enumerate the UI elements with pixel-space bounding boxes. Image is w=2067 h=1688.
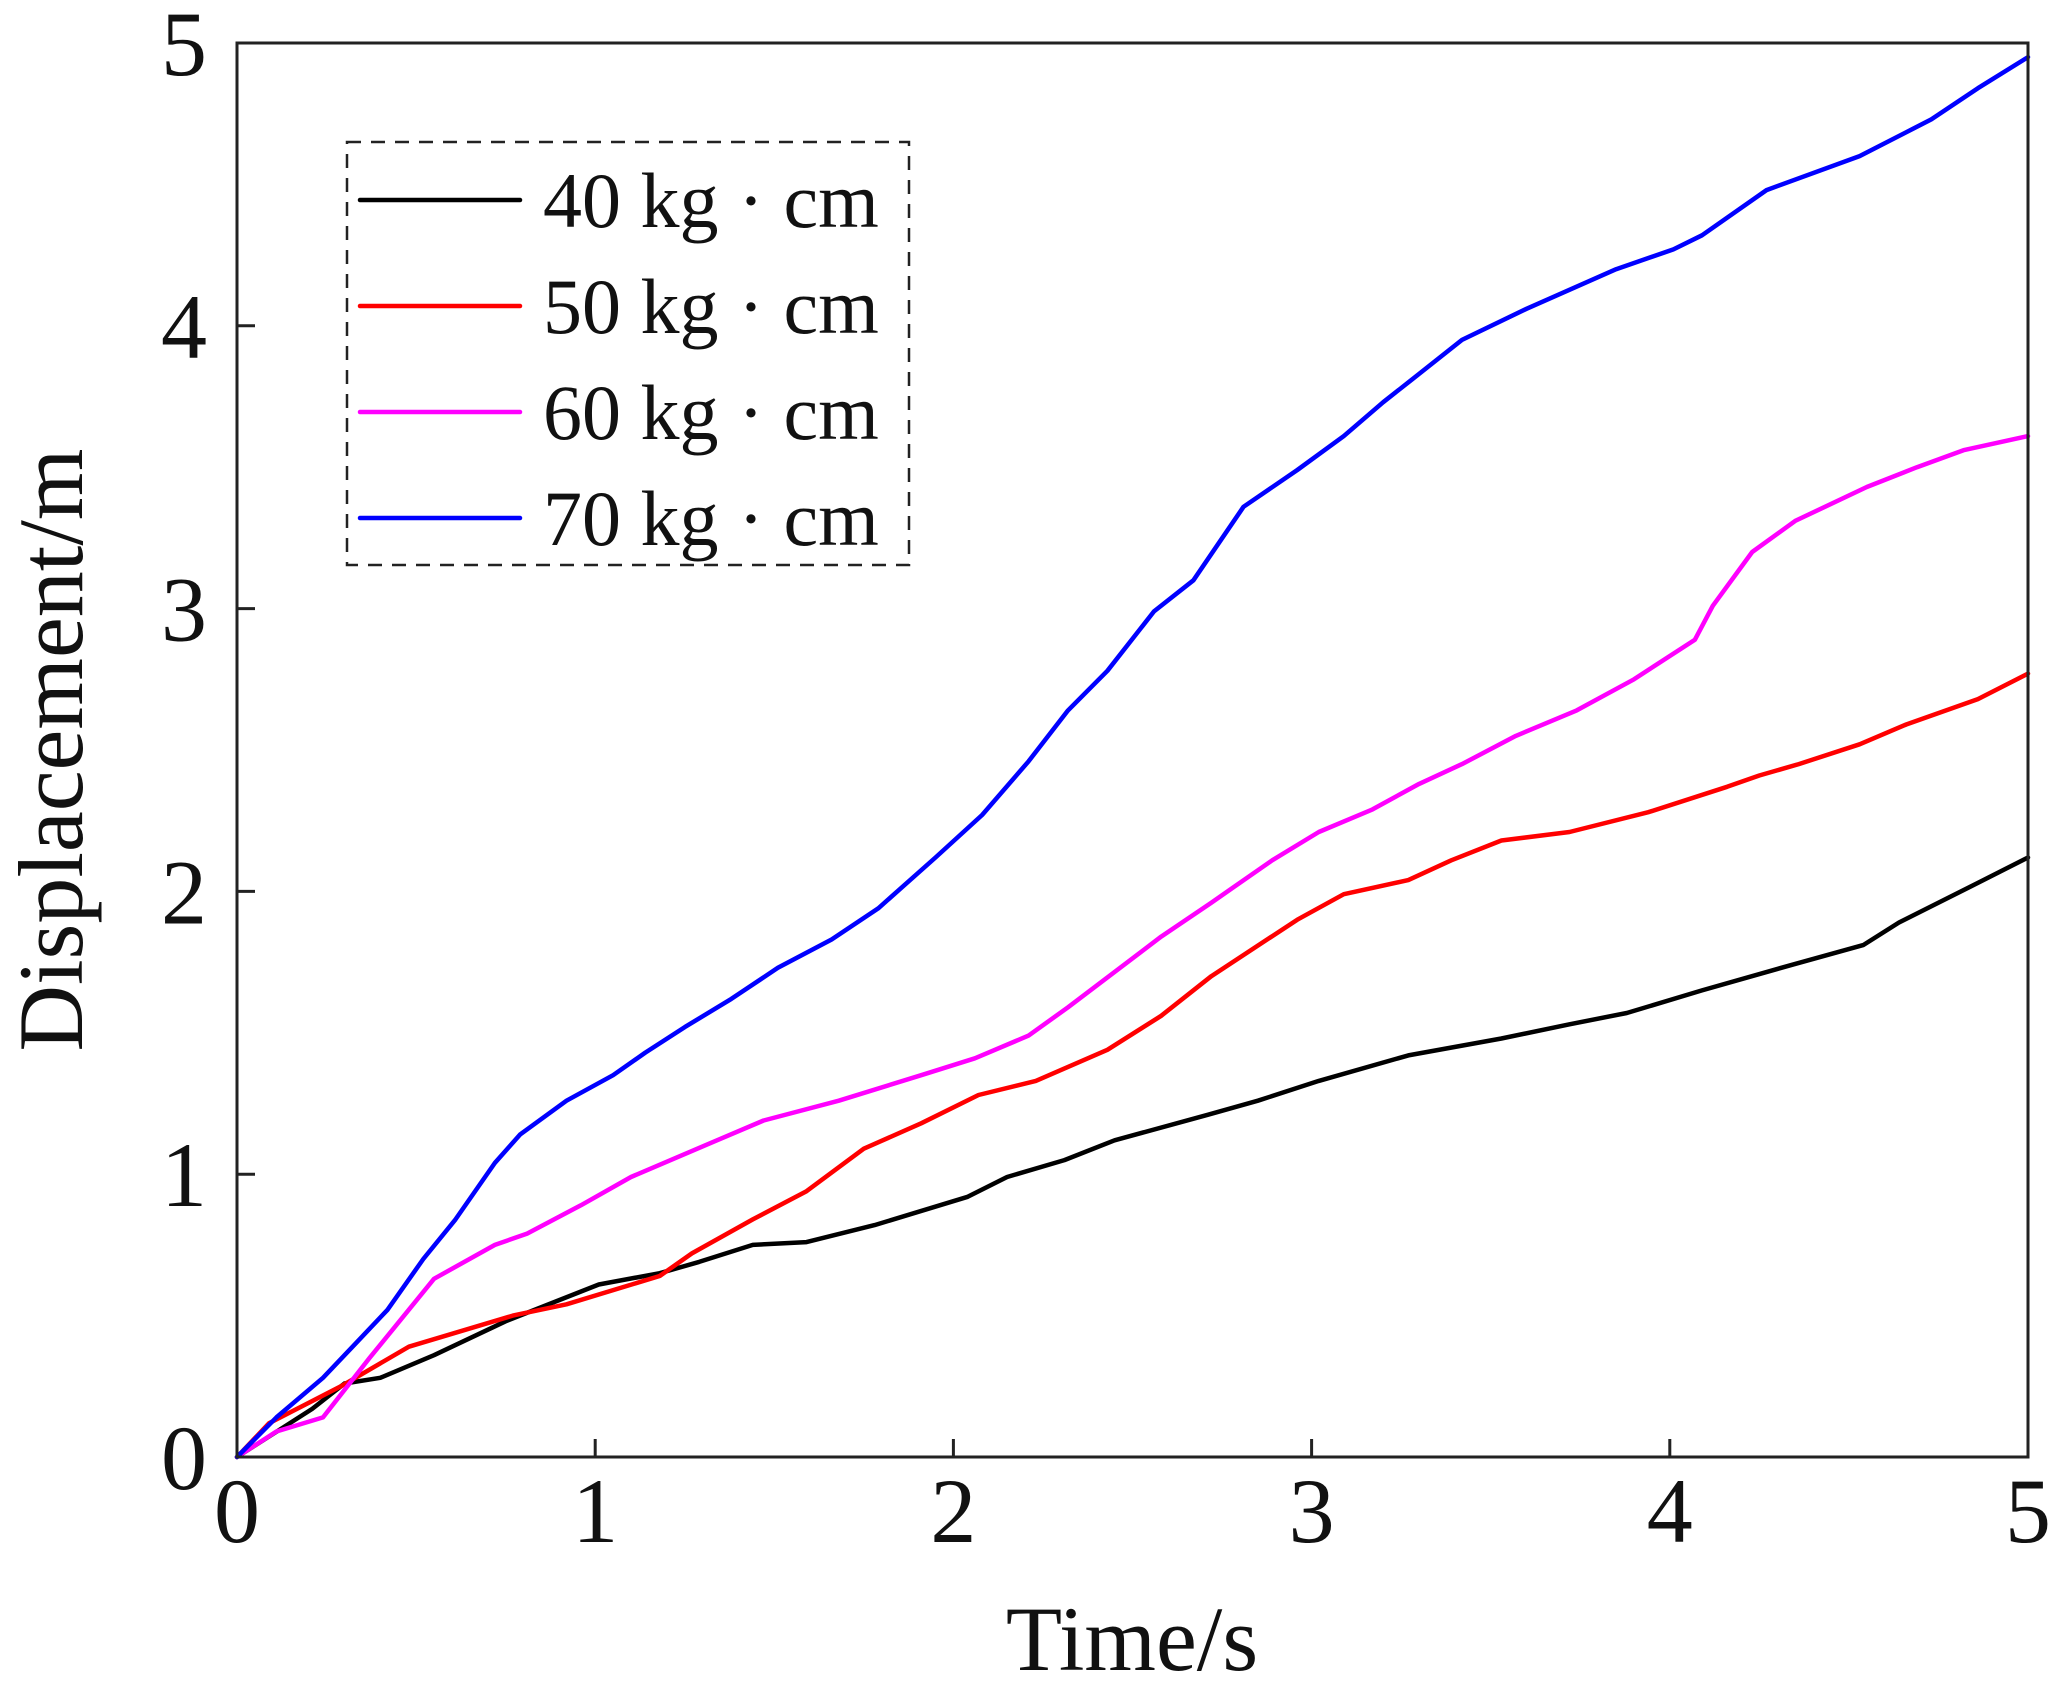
series-line-3 — [234, 54, 2031, 1460]
legend-label: 50 kg · cm — [543, 263, 879, 350]
x-tick-label: 0 — [214, 1460, 260, 1562]
legend-box — [345, 140, 911, 567]
y-axis-title: Displacement/m — [0, 449, 102, 1052]
y-tick-label: 4 — [161, 276, 207, 378]
series-layer — [234, 54, 2031, 1460]
x-axis-title: Time/s — [1006, 1588, 1258, 1688]
plot-frame — [235, 41, 2030, 1459]
y-tick-label: 2 — [161, 841, 207, 943]
series-line-0 — [234, 855, 2031, 1460]
series-line-2 — [234, 433, 2031, 1460]
legend-label: 70 kg · cm — [543, 475, 879, 562]
x-tick-labels: 0 1 2 3 4 5 — [214, 1460, 2051, 1562]
legend: 40 kg · cm 50 kg · cm 60 kg · cm 70 kg · cm — [345, 140, 911, 567]
y-tick-labels: 0 1 2 3 4 5 — [161, 0, 207, 1509]
x-tick-label: 5 — [2005, 1460, 2051, 1562]
x-tick-label: 1 — [572, 1460, 618, 1562]
legend-entry: 50 kg · cm — [357, 263, 879, 350]
y-tick-label: 0 — [161, 1407, 207, 1509]
legend-label: 40 kg · cm — [543, 157, 879, 244]
legend-label: 60 kg · cm — [543, 369, 879, 456]
legend-entry: 70 kg · cm — [357, 475, 879, 562]
legend-entry: 60 kg · cm — [357, 369, 879, 456]
x-tick-label: 2 — [930, 1460, 976, 1562]
y-tick-label: 5 — [161, 0, 207, 95]
legend-entries: 40 kg · cm 50 kg · cm 60 kg · cm 70 kg · cm — [357, 157, 879, 562]
x-tick-label: 3 — [1289, 1460, 1335, 1562]
ticks-layer — [235, 41, 2030, 1459]
legend-entry: 40 kg · cm — [357, 157, 879, 244]
series-line-1 — [234, 671, 2031, 1460]
y-tick-label: 3 — [161, 559, 207, 661]
y-tick-label: 1 — [161, 1124, 207, 1226]
x-tick-label: 4 — [1647, 1460, 1693, 1562]
